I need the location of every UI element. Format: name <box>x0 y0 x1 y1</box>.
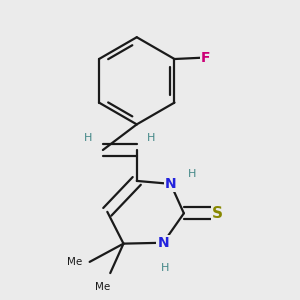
Text: N: N <box>158 236 169 250</box>
Text: Me: Me <box>67 257 82 268</box>
Text: N: N <box>165 177 176 191</box>
Text: Me: Me <box>95 282 110 292</box>
Text: H: H <box>188 169 196 179</box>
Text: S: S <box>212 206 223 221</box>
Text: H: H <box>161 263 170 273</box>
Text: H: H <box>147 133 156 143</box>
Text: H: H <box>84 133 92 143</box>
Text: F: F <box>201 50 210 64</box>
